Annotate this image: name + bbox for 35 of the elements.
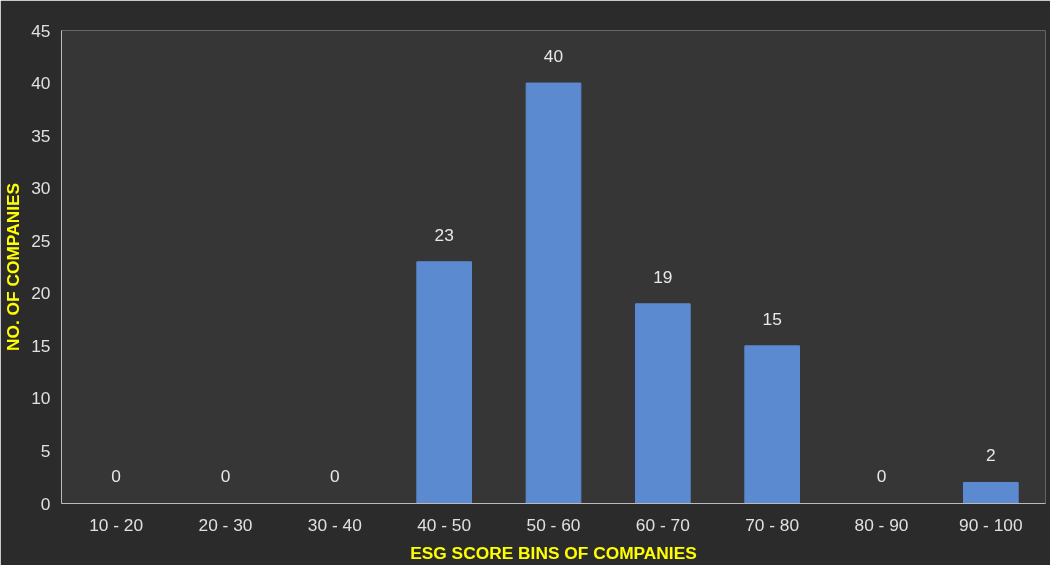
- data-label: 40: [543, 46, 564, 67]
- y-tick-label: 5: [40, 440, 51, 461]
- bar: [525, 82, 582, 504]
- x-axis-title: ESG SCORE BINS OF COMPANIES: [410, 542, 697, 563]
- data-label: 0: [111, 466, 121, 487]
- bar: [963, 481, 1019, 504]
- x-tick-label: 50 - 60: [526, 514, 581, 535]
- x-tick-label: 40 - 50: [417, 514, 472, 535]
- y-tick-label: 20: [31, 283, 51, 304]
- data-label: 15: [762, 308, 782, 329]
- bar: [416, 261, 472, 504]
- data-label: 2: [986, 445, 996, 466]
- data-label: 0: [220, 466, 231, 487]
- y-axis-title: NO. OF COMPANIES: [3, 182, 24, 352]
- x-tick-label: 20 - 30: [198, 514, 253, 535]
- data-label: 19: [653, 266, 673, 287]
- y-tick-label: 45: [31, 20, 51, 41]
- y-tick-label: 35: [31, 125, 51, 146]
- data-label: 0: [876, 466, 887, 487]
- x-tick-label: 30 - 40: [307, 514, 362, 535]
- x-tick-label: 70 - 80: [745, 514, 800, 535]
- y-tick-label: 10: [31, 388, 51, 409]
- data-label: 23: [434, 224, 454, 245]
- y-tick-label: 0: [40, 493, 51, 514]
- y-tick-label: 40: [31, 73, 51, 94]
- bar: [744, 345, 800, 504]
- x-tick-label: 90 - 100: [959, 514, 1023, 535]
- y-tick-label: 30: [31, 178, 51, 199]
- x-tick-label: 80 - 90: [854, 514, 909, 535]
- x-tick-label: 60 - 70: [635, 514, 690, 535]
- bar: [635, 303, 691, 504]
- y-tick-label: 25: [31, 230, 51, 251]
- data-label: 0: [330, 466, 340, 487]
- y-tick-label: 15: [31, 335, 51, 356]
- x-tick-label: 10 - 20: [89, 514, 144, 535]
